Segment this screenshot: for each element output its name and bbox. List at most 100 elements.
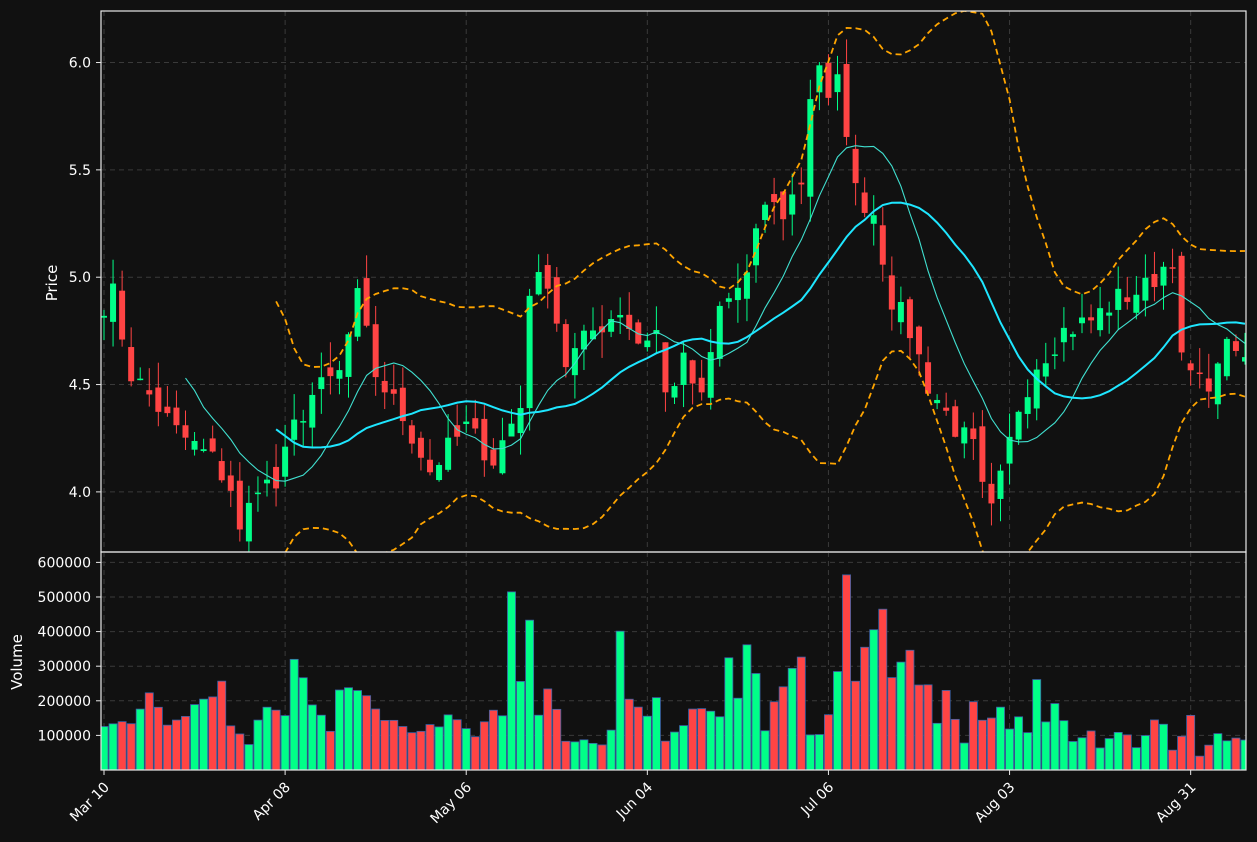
volume-bar [941,690,951,770]
volume-bar [1050,703,1060,770]
candle-body [264,479,270,484]
candle-body [1133,294,1140,313]
volume-bar [796,656,806,770]
volume-bar [588,742,598,770]
candle-body [698,377,705,393]
candle-body [336,370,343,379]
volume-bar [905,649,915,770]
volume-bar [996,706,1005,770]
volume-bar [606,729,616,770]
volume-bar [144,692,154,770]
price-panel-frame [100,10,1247,553]
price-gridlines [101,11,1246,552]
candle-body [236,480,243,530]
candle-body [1151,274,1158,288]
volume-bar [208,696,218,770]
candle-body [526,295,533,409]
volume-bar [135,708,145,770]
price-tick-label: 6.0 [69,56,91,72]
volume-tick-label: 100000 [38,728,91,744]
bollinger-upper-band [275,11,1246,368]
candle-body [662,342,669,393]
bollinger-lower-band [284,349,1246,552]
volume-axis-ticks: 100000 200000 300000 400000 500000 600000 [38,555,101,744]
candle-body [590,330,596,340]
volume-bar [244,744,254,770]
volume-bar [1023,732,1033,770]
volume-tick-label: 200000 [38,694,91,710]
candle-body [716,305,723,359]
candle-body [544,265,551,289]
candle-body [798,182,805,185]
candle-body [1097,308,1104,331]
price-tick-label: 4.0 [69,485,91,501]
candle-body [309,394,316,428]
candle-body [562,324,569,368]
volume-bar [977,719,987,770]
volume-bar [325,730,335,770]
volume-bar [289,658,299,770]
candle-body [427,459,433,473]
volume-bar [217,680,227,770]
volume-bar [389,719,399,770]
candle-body [771,194,778,203]
price-series [101,11,1246,552]
date-tick-label: Jul 06 [798,779,838,819]
candle-body [101,315,107,318]
candle-body [635,322,642,344]
volume-bar [181,716,190,770]
candle-body [363,278,370,326]
price-panel: 4.0 4.5 5.0 5.5 6.0 Price [43,10,1247,553]
volume-bar [787,667,797,770]
volume-bar [380,720,390,770]
volume-bar [199,698,209,770]
candle-body [916,326,922,355]
volume-bar [226,725,236,770]
candle-body [1124,297,1131,302]
volume-bar [498,715,507,770]
volume-tick-label: 500000 [38,590,91,606]
volume-bar [814,734,824,770]
candle-body [436,464,443,481]
volume-bar [153,706,163,770]
volume-bar [751,673,761,770]
date-tick-label: May 06 [428,779,476,827]
candle-body [535,272,542,295]
volume-bar [335,689,344,770]
candle-body [1223,338,1230,377]
candle-body [906,299,913,339]
volume-bar [398,726,408,770]
volume-panel-frame [100,551,1247,771]
candle-body [318,377,325,390]
volume-tick-label: 400000 [38,625,91,641]
volume-bar [1213,733,1223,770]
candle-body [345,334,352,377]
candle-body [689,360,696,384]
volume-bar [651,697,661,770]
volume-bar [1005,728,1014,770]
volume-bar [561,740,571,770]
volume-bar [543,688,553,770]
volume-bar [1222,740,1232,770]
volume-bar [262,706,272,770]
volume-bar [670,731,679,770]
candle-body [291,419,298,440]
candle-body [282,446,289,477]
candle-body [617,314,624,318]
volume-bar [661,740,670,770]
volume-bar [162,724,172,770]
volume-bar [923,684,933,770]
volume-bar [371,708,381,770]
candle-body [1205,378,1212,392]
volume-bar [1177,735,1187,770]
volume-bar [461,728,471,770]
candle-body [1115,288,1122,310]
volume-bar [488,709,498,770]
volume-bar [434,726,444,770]
candle-body [707,352,714,398]
candle-body [816,65,823,93]
volume-bar [1150,719,1159,770]
candle-body [481,418,488,461]
volume-bar [1131,747,1141,770]
candle-body [164,406,171,414]
